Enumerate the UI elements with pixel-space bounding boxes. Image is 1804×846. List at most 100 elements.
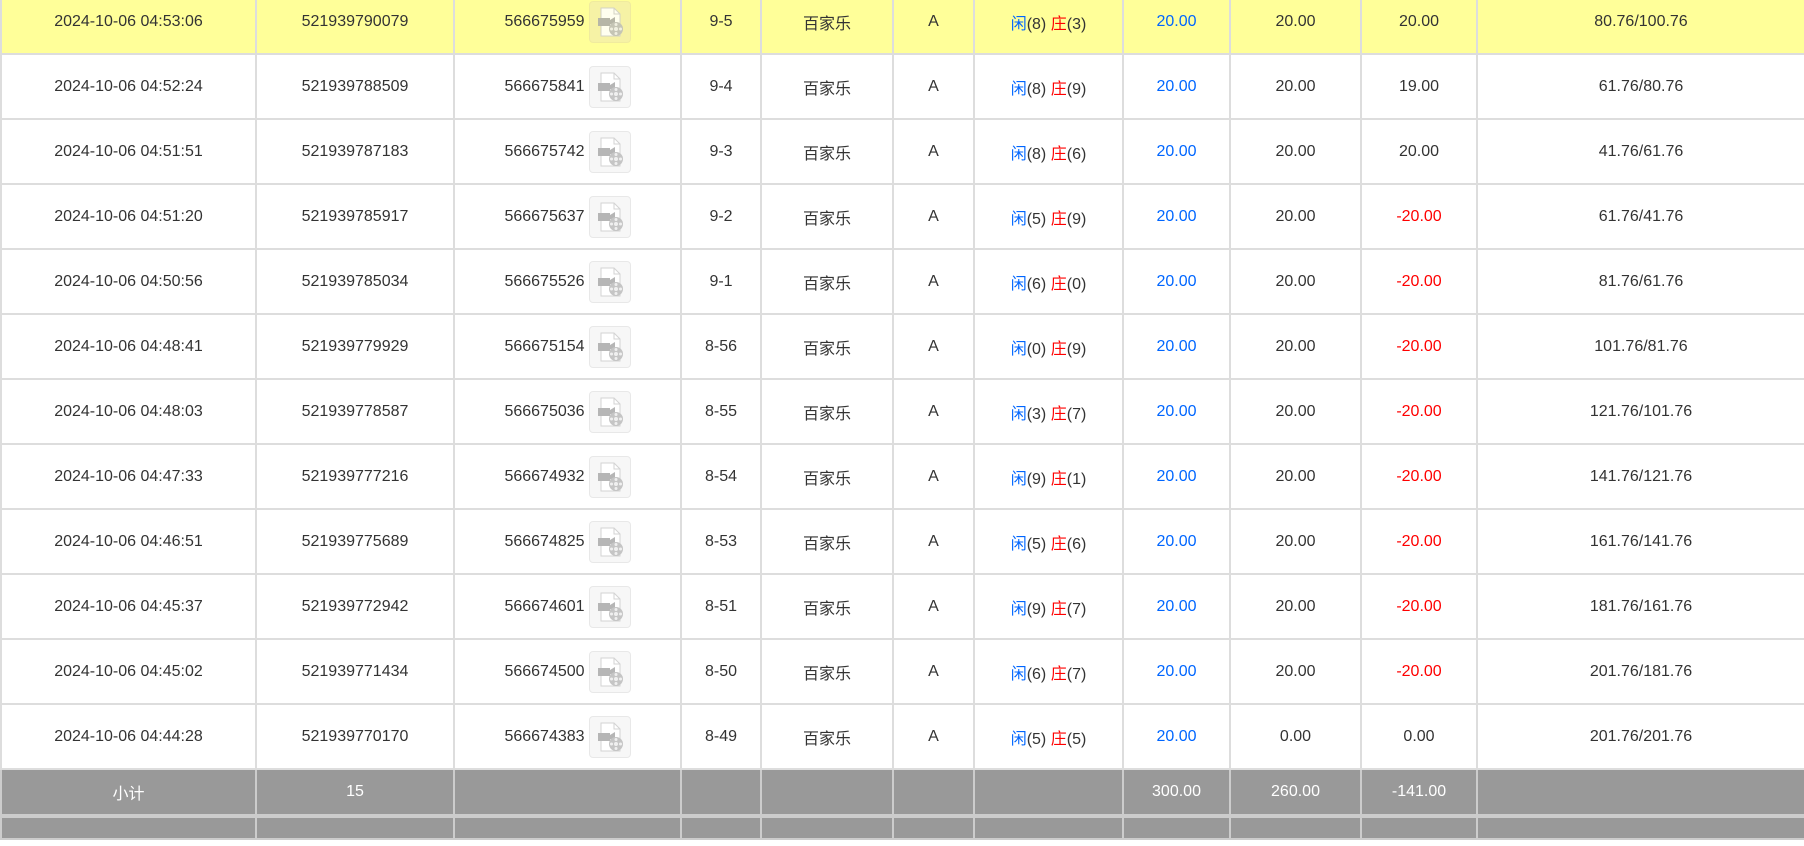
win-loss: 20.00 <box>1360 118 1478 185</box>
player-label: 闲 <box>1010 470 1027 488</box>
game-id-cell: 566675637 <box>453 183 682 250</box>
banker-label: 庄 <box>1050 405 1067 423</box>
player-score: (8) <box>1026 80 1047 98</box>
video-replay-icon[interactable] <box>588 0 631 43</box>
valid-bet: 20.00 <box>1229 443 1362 510</box>
result: 闲(8) 庄(3) <box>973 0 1124 55</box>
table-row: 2024-10-06 04:50:56 521939785034 566675526… <box>0 248 1804 315</box>
video-replay-icon[interactable] <box>588 390 631 433</box>
game-name: 百家乐 <box>760 443 894 510</box>
banker-label: 庄 <box>1050 275 1067 293</box>
video-replay-icon[interactable] <box>588 130 631 173</box>
player-score: (0) <box>1026 340 1047 358</box>
banker-score: (9) <box>1066 80 1087 98</box>
game-id: 566675526 <box>504 272 585 290</box>
player-label: 闲 <box>1010 15 1027 33</box>
game-id: 566675637 <box>504 207 585 225</box>
video-replay-icon[interactable] <box>588 650 631 693</box>
result: 闲(5) 庄(6) <box>973 508 1124 575</box>
banker-label: 庄 <box>1050 340 1067 358</box>
banker-score: (3) <box>1066 15 1087 33</box>
video-replay-icon[interactable] <box>588 585 631 628</box>
round: 8-53 <box>680 508 762 575</box>
bet-amount: 20.00 <box>1122 313 1231 380</box>
subtotal-bet: 300.00 <box>1122 768 1231 818</box>
result: 闲(6) 庄(7) <box>973 638 1124 705</box>
result: 闲(8) 庄(9) <box>973 53 1124 120</box>
bet-time: 2024-10-06 04:53:06 <box>0 0 257 55</box>
bet-amount: 20.00 <box>1122 0 1231 55</box>
banker-label: 庄 <box>1050 665 1067 683</box>
table-row: 2024-10-06 04:48:41 521939779929 566675154… <box>0 313 1804 380</box>
table-name: A <box>892 443 975 510</box>
game-id: 566675036 <box>504 402 585 420</box>
player-label: 闲 <box>1010 405 1027 423</box>
balance: 80.76/100.76 <box>1476 0 1804 55</box>
bet-amount: 20.00 <box>1122 118 1231 185</box>
video-replay-icon[interactable] <box>588 715 631 758</box>
table-name: A <box>892 313 975 380</box>
game-id: 566674383 <box>504 727 585 745</box>
win-loss: -20.00 <box>1360 573 1478 640</box>
video-replay-icon[interactable] <box>588 260 631 303</box>
valid-bet: 20.00 <box>1229 0 1362 55</box>
player-score: (8) <box>1026 15 1047 33</box>
round: 8-50 <box>680 638 762 705</box>
game-id-cell: 566675959 <box>453 0 682 55</box>
valid-bet: 20.00 <box>1229 573 1362 640</box>
banker-score: (9) <box>1066 340 1087 358</box>
round: 8-49 <box>680 703 762 770</box>
game-name: 百家乐 <box>760 703 894 770</box>
balance: 101.76/81.76 <box>1476 313 1804 380</box>
table-name: A <box>892 573 975 640</box>
bet-time: 2024-10-06 04:46:51 <box>0 508 257 575</box>
table-row: 2024-10-06 04:44:28 521939770170 566674383… <box>0 703 1804 770</box>
video-replay-icon[interactable] <box>588 325 631 368</box>
table-name: A <box>892 118 975 185</box>
banker-label: 庄 <box>1050 210 1067 228</box>
balance: 181.76/161.76 <box>1476 573 1804 640</box>
balance: 81.76/61.76 <box>1476 248 1804 315</box>
win-loss: -20.00 <box>1360 378 1478 445</box>
player-score: (5) <box>1026 730 1047 748</box>
valid-bet: 20.00 <box>1229 53 1362 120</box>
balance: 201.76/201.76 <box>1476 703 1804 770</box>
table-row: 2024-10-06 04:51:20 521939785917 566675637… <box>0 183 1804 250</box>
player-score: (3) <box>1026 405 1047 423</box>
result: 闲(9) 庄(1) <box>973 443 1124 510</box>
valid-bet: 20.00 <box>1229 508 1362 575</box>
player-label: 闲 <box>1010 730 1027 748</box>
player-score: (8) <box>1026 145 1047 163</box>
table-name: A <box>892 378 975 445</box>
bet-id: 521939785034 <box>255 248 455 315</box>
game-id: 566675841 <box>504 77 585 95</box>
valid-bet: 20.00 <box>1229 118 1362 185</box>
game-name: 百家乐 <box>760 118 894 185</box>
result: 闲(6) 庄(0) <box>973 248 1124 315</box>
bet-time: 2024-10-06 04:51:51 <box>0 118 257 185</box>
game-id-cell: 566674383 <box>453 703 682 770</box>
bet-amount: 20.00 <box>1122 443 1231 510</box>
player-label: 闲 <box>1010 340 1027 358</box>
game-id-cell: 566675036 <box>453 378 682 445</box>
bet-time: 2024-10-06 04:44:28 <box>0 703 257 770</box>
balance: 161.76/141.76 <box>1476 508 1804 575</box>
balance: 61.76/80.76 <box>1476 53 1804 120</box>
game-id-cell: 566674825 <box>453 508 682 575</box>
balance: 141.76/121.76 <box>1476 443 1804 510</box>
game-id-cell: 566675526 <box>453 248 682 315</box>
valid-bet: 20.00 <box>1229 313 1362 380</box>
video-replay-icon[interactable] <box>588 455 631 498</box>
bet-time: 2024-10-06 04:45:37 <box>0 573 257 640</box>
video-replay-icon[interactable] <box>588 195 631 238</box>
round: 9-3 <box>680 118 762 185</box>
video-replay-icon[interactable] <box>588 520 631 563</box>
banker-score: (7) <box>1066 405 1087 423</box>
game-id-cell: 566674932 <box>453 443 682 510</box>
subtotal-label: 小计 <box>0 768 257 818</box>
player-label: 闲 <box>1010 275 1027 293</box>
video-replay-icon[interactable] <box>588 65 631 108</box>
bet-time: 2024-10-06 04:47:33 <box>0 443 257 510</box>
bet-id: 521939788509 <box>255 53 455 120</box>
